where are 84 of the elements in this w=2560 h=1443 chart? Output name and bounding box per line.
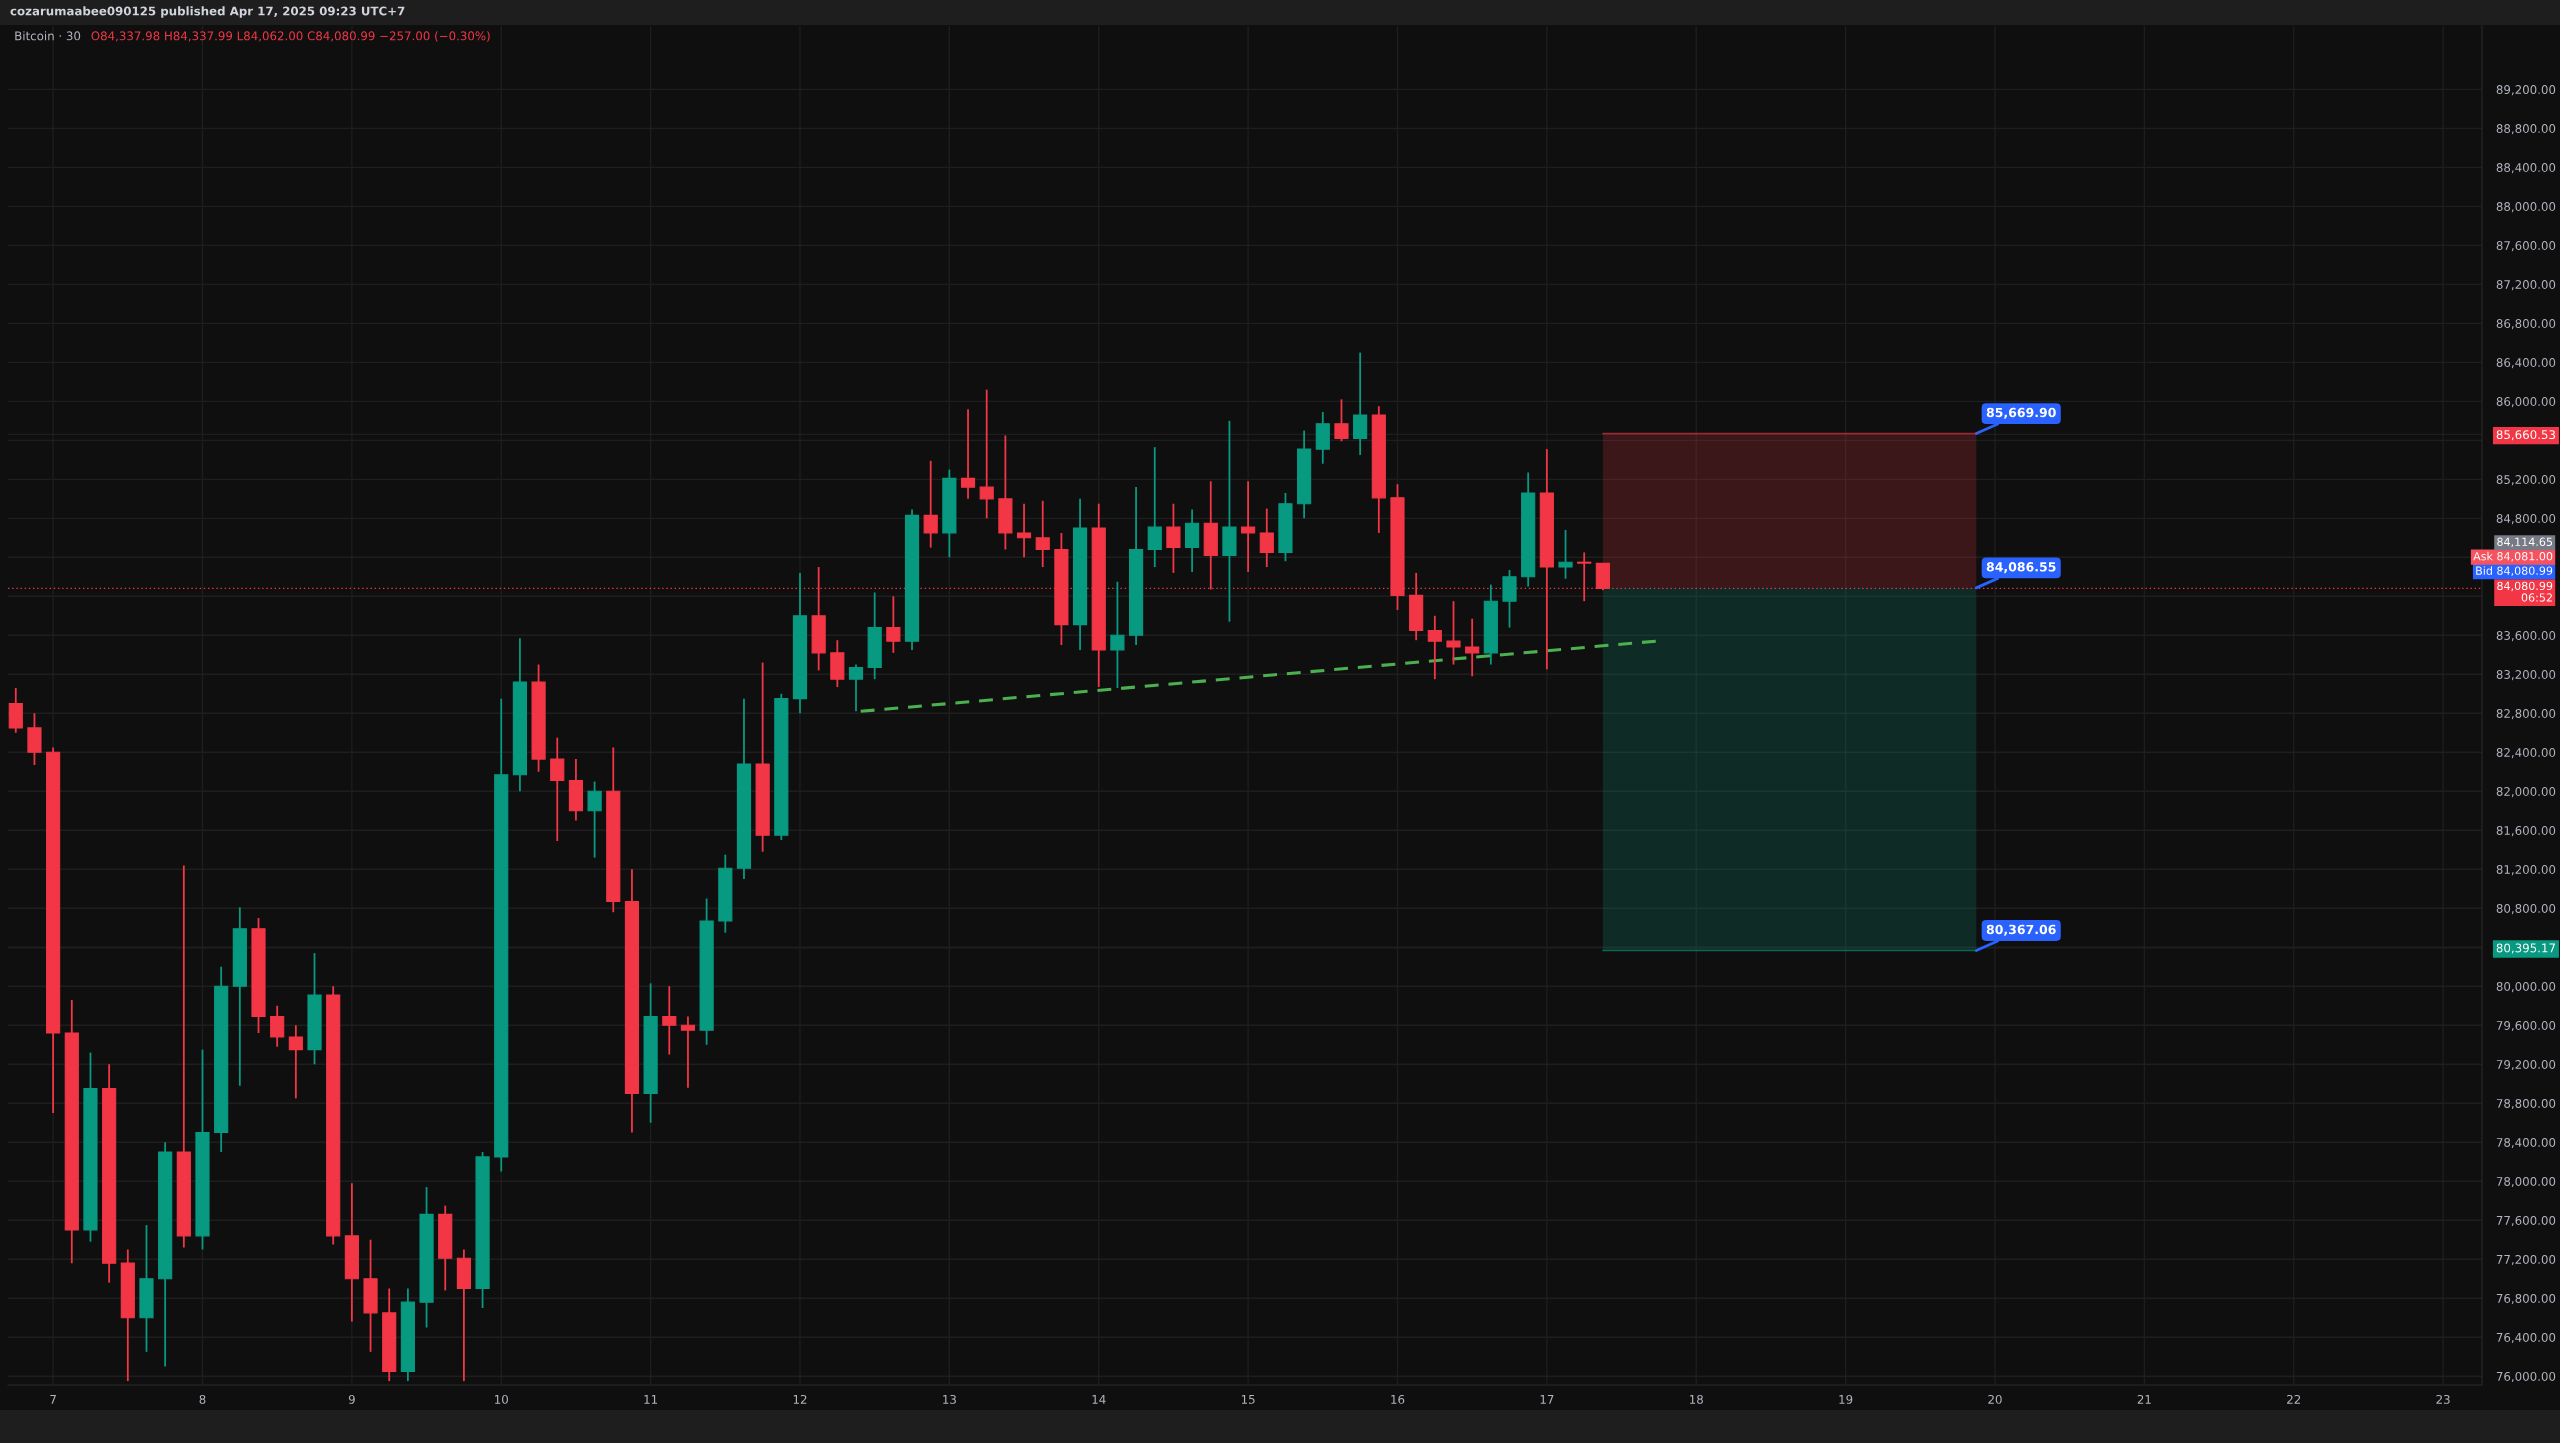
candlestick	[1110, 580, 1125, 689]
y-tick-label: 85,200.00	[2496, 475, 2556, 486]
x-tick-label: 11	[644, 1395, 658, 1404]
y-tick-label: 80,800.00	[2496, 904, 2556, 915]
candlestick	[886, 595, 901, 654]
candlestick	[1166, 502, 1181, 574]
y-tick-label: 83,600.00	[2496, 631, 2556, 642]
y-tick-label: 78,000.00	[2496, 1176, 2556, 1188]
candlestick	[1446, 600, 1461, 666]
annotation: 85,669.90	[1986, 407, 2056, 419]
x-tick-label: 21	[2137, 1394, 2151, 1404]
candlestick	[270, 1004, 285, 1048]
text: cozarumaabee090125 published Apr 17, 2025 09:23 UTC+7	[10, 6, 405, 18]
y-tick-label: 76,000.00	[2496, 1371, 2556, 1383]
y-tick-label: 81,200.00	[2496, 865, 2556, 876]
y-tick-label: 88,000.00	[2496, 202, 2556, 213]
y-tick-label: 78,800.00	[2496, 1098, 2556, 1110]
y-tick-label: 86,400.00	[2496, 358, 2556, 369]
x-tick-label: 9	[348, 1394, 355, 1404]
x-tick-label: 15	[1241, 1395, 1255, 1404]
text: 84,114.65	[2497, 537, 2553, 548]
candlestick	[923, 459, 938, 549]
annotation: 80,367.06	[1986, 924, 2056, 936]
chart-subtitle: O84,337.98 H84,337.99 L84,062.00 C84,080.99 −257.00 (−0.30%)	[91, 31, 490, 42]
x-tick-label: 19	[1839, 1394, 1853, 1404]
candlestick	[680, 1015, 696, 1089]
y-tick-label: 88,400.00	[2496, 163, 2556, 174]
x-tick-label: 13	[943, 1394, 956, 1404]
y-tick-label: 77,200.00	[2496, 1254, 2556, 1266]
y-tick-label: 82,800.00	[2496, 709, 2556, 720]
candlestick	[1147, 446, 1162, 568]
x-tick-label: 10	[495, 1394, 508, 1404]
candlestick	[1353, 351, 1368, 456]
y-tick-label: 80,395.17	[2496, 943, 2555, 954]
y-tick-label: 87,600.00	[2496, 241, 2556, 252]
y-tick-label: 82,000.00	[2496, 787, 2556, 798]
candlestick	[1427, 614, 1442, 681]
x-tick-label: 7	[50, 1395, 56, 1404]
candlestick	[848, 663, 864, 713]
y-tick-label: 89,200.00	[2496, 85, 2556, 96]
x-tick-label: 16	[1391, 1394, 1405, 1404]
candlestick	[1035, 499, 1050, 568]
y-tick-label: 86,000.00	[2496, 397, 2556, 408]
y-tick-label: 76,800.00	[2496, 1293, 2556, 1305]
candlestick	[1334, 398, 1349, 443]
x-tick-label: 12	[793, 1394, 807, 1404]
candlestick	[1465, 617, 1480, 678]
x-tick-label: 20	[1988, 1394, 2002, 1404]
y-tick-label: 76,400.00	[2496, 1332, 2556, 1344]
y-tick-label: 85,660.53	[2496, 430, 2556, 441]
y-tick-label: 82,400.00	[2496, 748, 2556, 759]
annotation: Ask 84,081.00	[2473, 551, 2553, 562]
chart-title: Bitcoin · 30	[15, 31, 81, 41]
x-tick-label: 23	[2436, 1394, 2450, 1404]
candlestick	[587, 780, 602, 859]
y-tick-label: 84,800.00	[2496, 514, 2556, 525]
ref-line-label: 84,080.99 06:52	[2497, 581, 2553, 602]
x-tick-label: 14	[1092, 1395, 1106, 1404]
candlestick	[1016, 502, 1032, 559]
annotation: Bid 84,080.99	[2476, 566, 2553, 577]
annotation: 84,086.55	[1986, 562, 2056, 574]
x-tick-label: 8	[199, 1394, 206, 1404]
y-tick-label: 79,200.00	[2496, 1059, 2556, 1071]
y-tick-label: 83,200.00	[2496, 670, 2556, 681]
candlestick	[1241, 480, 1256, 573]
candlestick	[1259, 507, 1274, 568]
x-tick-label: 17	[1540, 1395, 1554, 1404]
y-tick-label: 81,600.00	[2496, 826, 2556, 837]
candlestick	[550, 736, 565, 842]
candlestick	[1577, 551, 1592, 603]
candlestick	[960, 408, 976, 500]
y-tick-label: 79,600.00	[2496, 1020, 2556, 1032]
candlestick	[1558, 529, 1573, 580]
y-tick-label: 88,800.00	[2496, 124, 2556, 135]
candlestick	[288, 1024, 303, 1100]
candlestick	[662, 985, 677, 1056]
y-tick-label: 80,000.00	[2496, 981, 2556, 993]
y-tick-label: 78,400.00	[2496, 1137, 2556, 1149]
y-tick-label: 77,600.00	[2496, 1215, 2556, 1227]
y-tick-label: 86,800.00	[2496, 319, 2556, 330]
y-tick-label: 87,200.00	[2496, 280, 2556, 291]
x-tick-label: 22	[2287, 1394, 2301, 1404]
x-tick-label: 18	[1690, 1394, 1703, 1404]
candlestick	[979, 388, 994, 520]
